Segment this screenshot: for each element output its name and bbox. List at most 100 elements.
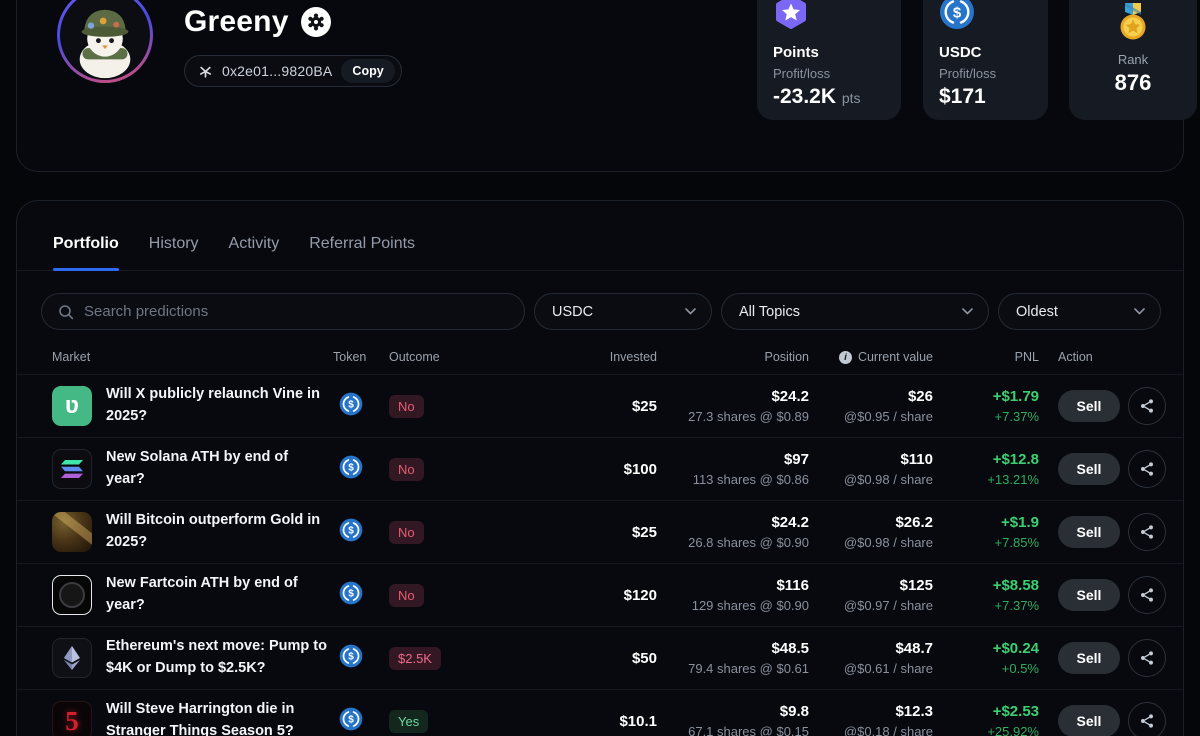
market-title[interactable]: Ethereum's next move: Pump to $4K or Dum… xyxy=(106,638,327,676)
filters-row: USDC All Topics Oldest xyxy=(17,271,1183,330)
share-button[interactable] xyxy=(1128,450,1166,488)
usdc-stat-card: $ USDC Profit/loss $171 xyxy=(923,0,1048,120)
market-icon xyxy=(52,575,92,615)
pnl-percent: +25.92% xyxy=(987,724,1039,736)
current-value: $26 xyxy=(907,388,933,405)
market-title[interactable]: Will Bitcoin outperform Gold in 2025? xyxy=(106,512,321,550)
position-value: $116 xyxy=(776,577,809,594)
position-value: $48.5 xyxy=(771,640,809,657)
position-detail: 67.1 shares @ $0.15 xyxy=(688,724,809,736)
topics-filter-dropdown[interactable]: All Topics xyxy=(721,293,989,330)
current-value-detail: @$0.98 / share xyxy=(843,535,933,550)
market-icon: 5 xyxy=(52,701,92,736)
tab-referral-points[interactable]: Referral Points xyxy=(309,235,416,252)
outcome-cell: Yes xyxy=(389,709,499,733)
sell-button[interactable]: Sell xyxy=(1058,516,1120,548)
pnl-cell: +$12.8 +13.21% xyxy=(933,451,1039,487)
search-icon xyxy=(59,304,74,319)
chevron-down-icon xyxy=(1134,308,1145,315)
outcome-badge: No xyxy=(389,583,424,607)
sell-button[interactable]: Sell xyxy=(1058,642,1120,674)
rank-value: 876 xyxy=(1114,70,1152,95)
profile-header-card: Greeny xyxy=(16,0,1197,172)
market-title[interactable]: Will X publicly relaunch Vine in 2025? xyxy=(106,386,320,424)
tab-activity[interactable]: Activity xyxy=(228,235,280,252)
position-value: $97 xyxy=(783,451,809,468)
token-cell: $ xyxy=(333,392,389,421)
avatar-character-graphic xyxy=(79,9,131,79)
sell-button[interactable]: Sell xyxy=(1058,390,1120,422)
market-title[interactable]: New Fartcoin ATH by end of year? xyxy=(106,575,298,613)
sell-button[interactable]: Sell xyxy=(1058,705,1120,736)
header-outcome: Outcome xyxy=(389,350,440,364)
position-detail: 113 shares @ $0.86 xyxy=(692,472,809,487)
action-cell: Sell xyxy=(1039,387,1166,425)
position-cell: $24.2 27.3 shares @ $0.89 xyxy=(657,388,809,424)
header-current-value: Current value xyxy=(857,350,933,364)
market-icon xyxy=(52,638,92,678)
pnl-cell: +$1.79 +7.37% xyxy=(933,388,1039,424)
current-value-detail: @$0.18 / share xyxy=(843,724,933,736)
medal-icon xyxy=(1120,3,1146,40)
search-box xyxy=(41,293,525,330)
search-input[interactable] xyxy=(84,303,508,320)
market-icon: ʋ xyxy=(52,386,92,426)
invested-value: $25 xyxy=(631,523,657,541)
usdc-coin-icon: $ xyxy=(940,0,974,29)
table-row: New Solana ATH by end of year? $ No $100… xyxy=(17,437,1183,500)
pnl-cell: +$8.58 +7.37% xyxy=(933,577,1039,613)
points-stat-card: Points Profit/loss -23.2K pts xyxy=(757,0,901,120)
tab-portfolio[interactable]: Portfolio xyxy=(53,235,119,271)
invested-value: $25 xyxy=(631,397,657,415)
current-value-cell: $12.3 @$0.18 / share xyxy=(809,703,933,736)
market-icon xyxy=(52,449,92,489)
pnl-cell: +$0.24 +0.5% xyxy=(933,640,1039,676)
sell-button[interactable]: Sell xyxy=(1058,579,1120,611)
position-detail: 27.3 shares @ $0.89 xyxy=(688,409,809,424)
current-value-detail: @$0.95 / share xyxy=(843,409,933,424)
share-button[interactable] xyxy=(1128,513,1166,551)
pnl-value: +$1.79 xyxy=(992,388,1039,405)
share-button[interactable] xyxy=(1128,639,1166,677)
current-value: $26.2 xyxy=(895,514,933,531)
share-button[interactable] xyxy=(1128,387,1166,425)
share-button[interactable] xyxy=(1128,702,1166,736)
svg-text:$: $ xyxy=(348,714,354,725)
outcome-cell: No xyxy=(389,520,499,544)
position-detail: 129 shares @ $0.90 xyxy=(691,598,809,613)
pnl-percent: +7.37% xyxy=(994,409,1039,424)
copy-address-button[interactable]: Copy xyxy=(341,59,395,83)
points-title: Points xyxy=(773,44,819,61)
position-detail: 79.4 shares @ $0.61 xyxy=(688,661,809,676)
share-button[interactable] xyxy=(1128,576,1166,614)
position-cell: $9.8 67.1 shares @ $0.15 xyxy=(657,703,809,736)
tab-history[interactable]: History xyxy=(148,235,199,252)
position-cell: $48.5 79.4 shares @ $0.61 xyxy=(657,640,809,676)
svg-text:$: $ xyxy=(348,588,354,599)
chain-icon xyxy=(199,66,212,78)
pnl-value: +$0.24 xyxy=(992,640,1039,657)
position-value: $9.8 xyxy=(779,703,809,720)
table-row: ʋ Will X publicly relaunch Vine in 2025?… xyxy=(17,374,1183,437)
market-title[interactable]: Will Steve Harrington die in Stranger Th… xyxy=(106,701,295,736)
position-cell: $97 113 shares @ $0.86 xyxy=(657,451,809,487)
pnl-cell: +$2.53 +25.92% xyxy=(933,703,1039,736)
share-icon xyxy=(1141,588,1153,602)
token-filter-dropdown[interactable]: USDC xyxy=(534,293,712,330)
table-row: New Fartcoin ATH by end of year? $ No $1… xyxy=(17,563,1183,626)
svg-text:$: $ xyxy=(348,399,354,410)
sell-button[interactable]: Sell xyxy=(1058,453,1120,485)
outcome-badge: Yes xyxy=(389,709,429,733)
settings-gear-icon[interactable] xyxy=(300,7,331,37)
header-position: Position xyxy=(764,350,809,364)
usdc-token-icon: $ xyxy=(339,707,363,736)
position-value: $24.2 xyxy=(771,514,809,531)
chevron-down-icon xyxy=(685,308,696,315)
invested-value: $10.1 xyxy=(619,712,657,730)
header-pnl: PNL xyxy=(1014,350,1039,364)
market-title[interactable]: New Solana ATH by end of year? xyxy=(106,449,289,487)
share-icon xyxy=(1141,399,1153,413)
current-value-detail: @$0.97 / share xyxy=(843,598,933,613)
sort-filter-dropdown[interactable]: Oldest xyxy=(998,293,1161,330)
current-value-cell: $110 @$0.98 / share xyxy=(809,451,933,487)
